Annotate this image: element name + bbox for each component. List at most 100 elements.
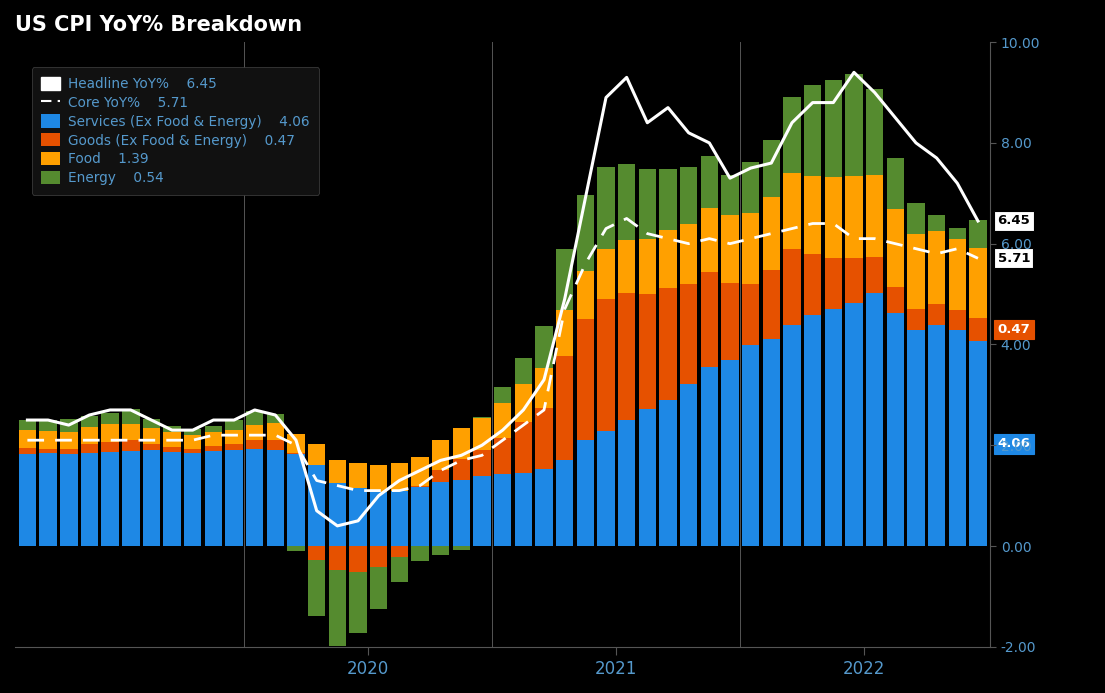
Bar — [783, 325, 801, 546]
Bar — [81, 416, 98, 427]
Bar — [783, 249, 801, 325]
Bar — [639, 294, 656, 409]
Bar — [473, 477, 491, 546]
Legend: Headline YoY%    6.45, Core YoY%    5.71, Services (Ex Food & Energy)    4.06, G: Headline YoY% 6.45, Core YoY% 5.71, Serv… — [32, 67, 319, 195]
Bar — [803, 254, 821, 315]
Bar — [535, 408, 552, 469]
Bar — [287, 546, 305, 551]
Bar — [473, 450, 491, 477]
Bar — [81, 444, 98, 453]
Bar — [60, 419, 77, 432]
Bar — [722, 360, 739, 546]
Bar — [102, 413, 119, 424]
Bar — [204, 446, 222, 451]
Bar — [660, 288, 676, 400]
Bar — [515, 473, 533, 546]
Bar — [515, 421, 533, 473]
Bar — [701, 208, 718, 272]
Bar — [515, 358, 533, 384]
Bar — [349, 572, 367, 633]
Bar — [183, 453, 201, 546]
Bar — [308, 444, 326, 466]
Bar — [886, 287, 904, 313]
Bar — [556, 460, 573, 546]
Bar — [969, 318, 987, 342]
Bar — [122, 423, 139, 439]
Bar — [494, 403, 512, 438]
Bar — [390, 546, 408, 557]
Bar — [204, 451, 222, 546]
Bar — [349, 463, 367, 488]
Bar — [907, 331, 925, 546]
Bar — [122, 450, 139, 546]
Bar — [81, 453, 98, 546]
Bar — [19, 454, 36, 546]
Bar — [411, 546, 429, 561]
Bar — [287, 455, 305, 546]
Bar — [370, 567, 388, 608]
Bar — [225, 444, 243, 450]
Bar — [122, 410, 139, 423]
Text: 6.45: 6.45 — [998, 215, 1030, 227]
Bar — [597, 431, 614, 546]
Bar — [40, 449, 56, 453]
Bar — [639, 238, 656, 294]
Bar — [453, 480, 470, 546]
Bar — [164, 432, 181, 447]
Bar — [680, 384, 697, 546]
Bar — [701, 157, 718, 208]
Bar — [866, 257, 883, 293]
Bar — [886, 209, 904, 287]
Bar — [701, 272, 718, 367]
Bar — [556, 249, 573, 310]
Bar — [370, 465, 388, 491]
Bar — [556, 356, 573, 460]
Bar — [969, 220, 987, 247]
Bar — [370, 491, 388, 546]
Bar — [287, 453, 305, 455]
Bar — [969, 342, 987, 546]
Bar — [390, 491, 408, 546]
Bar — [803, 315, 821, 546]
Bar — [618, 293, 635, 420]
Bar — [577, 195, 594, 272]
Bar — [515, 384, 533, 421]
Bar — [183, 429, 201, 435]
Bar — [762, 141, 780, 197]
Bar — [473, 417, 491, 450]
Bar — [40, 453, 56, 546]
Bar — [225, 420, 243, 430]
Bar — [969, 247, 987, 318]
Bar — [866, 175, 883, 257]
Bar — [741, 162, 759, 213]
Bar — [266, 450, 284, 546]
Bar — [432, 440, 450, 471]
Bar — [411, 457, 429, 486]
Bar — [845, 303, 863, 546]
Bar — [722, 215, 739, 283]
Bar — [164, 447, 181, 453]
Bar — [660, 230, 676, 288]
Bar — [556, 310, 573, 356]
Bar — [680, 224, 697, 284]
Bar — [225, 430, 243, 444]
Bar — [349, 546, 367, 572]
Bar — [577, 319, 594, 440]
Bar — [122, 439, 139, 450]
Bar — [143, 450, 160, 546]
Bar — [390, 557, 408, 582]
Bar — [40, 420, 56, 431]
Bar — [928, 231, 946, 304]
Bar — [762, 270, 780, 340]
Bar — [618, 164, 635, 240]
Bar — [246, 449, 263, 546]
Bar — [204, 426, 222, 432]
Bar — [762, 197, 780, 270]
Bar — [204, 432, 222, 446]
Bar — [741, 346, 759, 546]
Bar — [824, 80, 842, 177]
Bar — [246, 411, 263, 425]
Bar — [824, 309, 842, 546]
Bar — [143, 419, 160, 428]
Bar — [783, 96, 801, 173]
